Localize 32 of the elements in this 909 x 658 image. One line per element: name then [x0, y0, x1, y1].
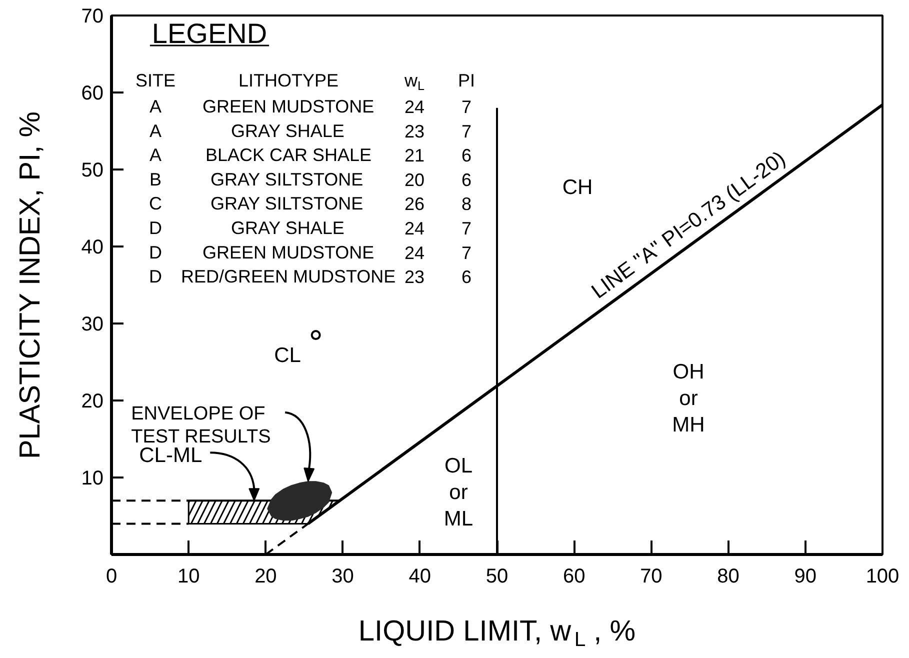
text: A GRAY SHALE 23 7 [149, 120, 472, 142]
x-tick-label: 80 [717, 566, 740, 588]
y-axis-title: PLASTICITY INDEX, PI, % [14, 111, 46, 460]
x-tick-label: 30 [332, 566, 354, 588]
y-tick-label: 70 [81, 6, 104, 28]
text: D GRAY SHALE 24 7 [149, 218, 472, 238]
annotation: OL or ML [444, 454, 474, 530]
text: B GRAY SILTSTONE 20 6 [149, 169, 472, 190]
x-tick-label: 0 [106, 566, 118, 588]
x-tick-label: 20 [254, 566, 277, 588]
text: D RED/GREEN MUDSTONE 23 6 [149, 266, 472, 288]
x-tick-label: 50 [486, 566, 508, 588]
y-tick-label: 30 [81, 314, 104, 336]
text: A BLACK CAR SHALE 21 6 [149, 145, 472, 166]
text: A GREEN MUDSTONE 24 7 [149, 96, 472, 117]
y-tick-label: 40 [81, 236, 104, 258]
x-tick-label: 10 [177, 566, 200, 588]
y-tick-label: 60 [81, 82, 104, 104]
x-tick-label: 100 [866, 566, 900, 588]
y-tick-label: 50 [81, 160, 104, 182]
annotation: CL [274, 344, 301, 367]
x-tick-label: 70 [640, 566, 662, 588]
annotation: OH or MH [672, 360, 705, 436]
text: D GREEN MUDSTONE 24 7 [149, 242, 472, 263]
x-tick-label: 60 [562, 566, 586, 588]
annotation: CH [562, 176, 593, 199]
x-tick-label: 90 [794, 566, 817, 588]
text: C GRAY SILTSTONE 26 8 [149, 194, 472, 214]
annotation: LEGEND [152, 18, 268, 49]
x-tick-label: 40 [408, 566, 432, 588]
y-tick-label: 20 [81, 390, 104, 412]
y-tick-label: 10 [81, 468, 104, 490]
